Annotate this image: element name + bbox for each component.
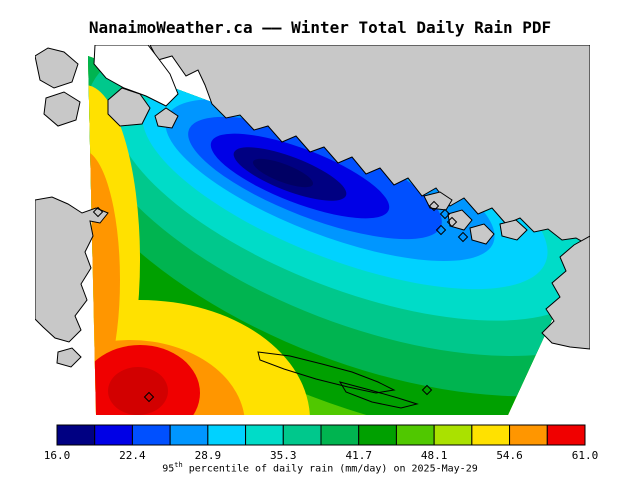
land-right-coast	[541, 235, 590, 350]
station-marker-icon	[435, 224, 447, 236]
contour-minimum-core	[252, 158, 314, 188]
colorbar-tick-label: 22.4	[119, 449, 146, 462]
colorbar-tick-label: 28.9	[195, 449, 222, 462]
colorbar-segment	[433, 424, 473, 446]
island	[43, 91, 81, 127]
station-marker-icon	[428, 200, 440, 212]
land-vancouver-island	[35, 196, 109, 343]
island	[107, 87, 151, 127]
colorbar-tick-label: 48.1	[421, 449, 448, 462]
colorbar-segment	[282, 424, 322, 446]
page-title: NanaimoWeather.ca —— Winter Total Daily …	[88, 18, 552, 37]
contour-maximum-core	[108, 367, 168, 415]
station-marker-icon	[446, 216, 458, 228]
island	[56, 347, 82, 368]
colorbar-tick-label: 16.0	[44, 449, 71, 462]
colorbar-segment	[509, 424, 548, 446]
colorbar-tick-label: 35.3	[270, 449, 297, 462]
station-marker-icon	[92, 206, 104, 218]
gulf-island	[499, 219, 528, 241]
station-marker-icon	[143, 391, 155, 403]
caption-sup: th	[174, 461, 183, 469]
station-marker-icon	[457, 231, 469, 243]
island	[154, 107, 179, 129]
colorbar-segment	[546, 424, 586, 446]
channel-water	[93, 45, 179, 107]
contour-band	[88, 300, 310, 415]
colorbar-segment	[169, 424, 209, 446]
colorbar-segment	[320, 424, 360, 446]
gulf-island	[469, 223, 495, 245]
colorbar-tick-label: 61.0	[572, 449, 599, 462]
caption-post: percentile of daily rain (mm/day) on 202…	[182, 463, 478, 475]
colorbar-segment	[207, 424, 247, 446]
colorbar-segment	[56, 424, 96, 446]
colorbar-tick-label: 54.6	[496, 449, 523, 462]
colorbar-tick-label: 41.7	[345, 449, 372, 462]
station-marker-icon	[439, 208, 451, 220]
land-mainland-coast	[149, 45, 590, 247]
colorbar-caption: 95th percentile of daily rain (mm/day) o…	[0, 461, 640, 474]
caption-pre: 95	[162, 463, 175, 475]
colorbar-segment	[471, 424, 511, 446]
station-markers-group	[92, 200, 469, 403]
island-outline	[257, 351, 396, 394]
colorbar: 16.0 22.4 28.9 35.3 41.7 48.1 54.6 61.0	[44, 424, 599, 462]
colorbar-segment	[131, 424, 171, 446]
colorbar-segment	[245, 424, 284, 446]
colorbar-segment	[395, 424, 435, 446]
colorbar-segment	[94, 424, 133, 446]
island-outline	[338, 381, 419, 409]
station-marker-icon	[421, 384, 433, 396]
island	[35, 47, 79, 89]
colorbar-segment	[358, 424, 397, 446]
